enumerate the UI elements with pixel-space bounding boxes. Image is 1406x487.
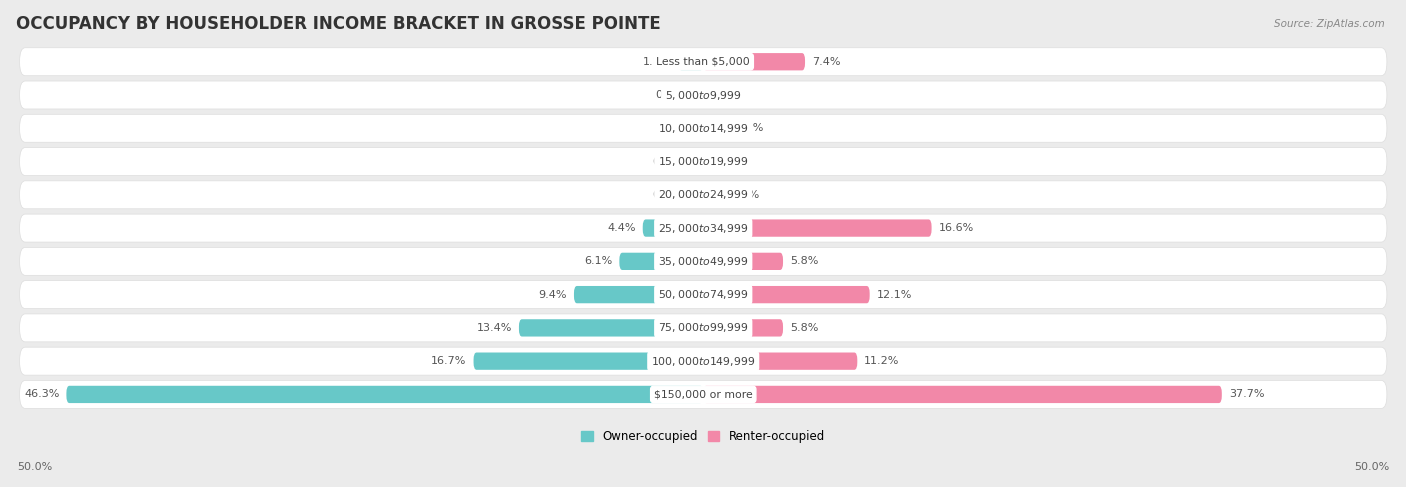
Text: 0.62%: 0.62% xyxy=(652,156,688,167)
Text: 16.6%: 16.6% xyxy=(938,223,974,233)
Text: $25,000 to $34,999: $25,000 to $34,999 xyxy=(658,222,748,235)
FancyBboxPatch shape xyxy=(20,181,1386,209)
FancyBboxPatch shape xyxy=(703,220,932,237)
Text: 9.4%: 9.4% xyxy=(538,290,567,300)
FancyBboxPatch shape xyxy=(703,386,1222,403)
Text: 5.8%: 5.8% xyxy=(790,323,818,333)
FancyBboxPatch shape xyxy=(703,286,870,303)
FancyBboxPatch shape xyxy=(695,186,703,204)
Text: $5,000 to $9,999: $5,000 to $9,999 xyxy=(665,89,741,101)
FancyBboxPatch shape xyxy=(66,386,703,403)
Text: 4.4%: 4.4% xyxy=(607,223,636,233)
FancyBboxPatch shape xyxy=(20,314,1386,342)
Text: 46.3%: 46.3% xyxy=(24,390,59,399)
Text: 1.9%: 1.9% xyxy=(737,123,765,133)
Text: Less than $5,000: Less than $5,000 xyxy=(657,57,751,67)
FancyBboxPatch shape xyxy=(703,186,725,204)
FancyBboxPatch shape xyxy=(20,214,1386,242)
Text: $35,000 to $49,999: $35,000 to $49,999 xyxy=(658,255,748,268)
Text: $20,000 to $24,999: $20,000 to $24,999 xyxy=(658,188,748,201)
FancyBboxPatch shape xyxy=(20,347,1386,375)
FancyBboxPatch shape xyxy=(20,148,1386,175)
FancyBboxPatch shape xyxy=(20,380,1386,409)
FancyBboxPatch shape xyxy=(695,153,703,170)
Text: 0.0%: 0.0% xyxy=(710,90,738,100)
Text: 50.0%: 50.0% xyxy=(1354,462,1389,472)
FancyBboxPatch shape xyxy=(703,120,730,137)
FancyBboxPatch shape xyxy=(697,86,703,104)
Text: 11.2%: 11.2% xyxy=(865,356,900,366)
Text: 12.1%: 12.1% xyxy=(876,290,912,300)
FancyBboxPatch shape xyxy=(703,353,858,370)
Text: 37.7%: 37.7% xyxy=(1229,390,1264,399)
FancyBboxPatch shape xyxy=(620,253,703,270)
Text: $75,000 to $99,999: $75,000 to $99,999 xyxy=(658,321,748,335)
FancyBboxPatch shape xyxy=(20,281,1386,309)
Legend: Owner-occupied, Renter-occupied: Owner-occupied, Renter-occupied xyxy=(576,425,830,448)
FancyBboxPatch shape xyxy=(20,114,1386,142)
FancyBboxPatch shape xyxy=(699,120,703,137)
FancyBboxPatch shape xyxy=(574,286,703,303)
Text: 50.0%: 50.0% xyxy=(17,462,52,472)
FancyBboxPatch shape xyxy=(20,247,1386,275)
Text: 0.31%: 0.31% xyxy=(657,123,692,133)
Text: 6.1%: 6.1% xyxy=(585,256,613,266)
Text: 13.4%: 13.4% xyxy=(477,323,512,333)
FancyBboxPatch shape xyxy=(703,253,783,270)
FancyBboxPatch shape xyxy=(703,53,806,71)
FancyBboxPatch shape xyxy=(20,48,1386,75)
Text: $100,000 to $149,999: $100,000 to $149,999 xyxy=(651,355,755,368)
Text: 0.62%: 0.62% xyxy=(652,190,688,200)
FancyBboxPatch shape xyxy=(474,353,703,370)
Text: 0.41%: 0.41% xyxy=(655,90,690,100)
Text: 1.8%: 1.8% xyxy=(643,57,672,67)
Text: 1.6%: 1.6% xyxy=(733,190,761,200)
Text: $15,000 to $19,999: $15,000 to $19,999 xyxy=(658,155,748,168)
Text: OCCUPANCY BY HOUSEHOLDER INCOME BRACKET IN GROSSE POINTE: OCCUPANCY BY HOUSEHOLDER INCOME BRACKET … xyxy=(15,15,661,33)
Text: 7.4%: 7.4% xyxy=(811,57,841,67)
Text: $150,000 or more: $150,000 or more xyxy=(654,390,752,399)
Text: 0.0%: 0.0% xyxy=(710,156,738,167)
Text: Source: ZipAtlas.com: Source: ZipAtlas.com xyxy=(1274,19,1385,30)
Text: 16.7%: 16.7% xyxy=(432,356,467,366)
FancyBboxPatch shape xyxy=(679,53,703,71)
FancyBboxPatch shape xyxy=(519,319,703,337)
Text: $10,000 to $14,999: $10,000 to $14,999 xyxy=(658,122,748,135)
FancyBboxPatch shape xyxy=(703,319,783,337)
FancyBboxPatch shape xyxy=(643,220,703,237)
Text: $50,000 to $74,999: $50,000 to $74,999 xyxy=(658,288,748,301)
FancyBboxPatch shape xyxy=(20,81,1386,109)
Text: 5.8%: 5.8% xyxy=(790,256,818,266)
